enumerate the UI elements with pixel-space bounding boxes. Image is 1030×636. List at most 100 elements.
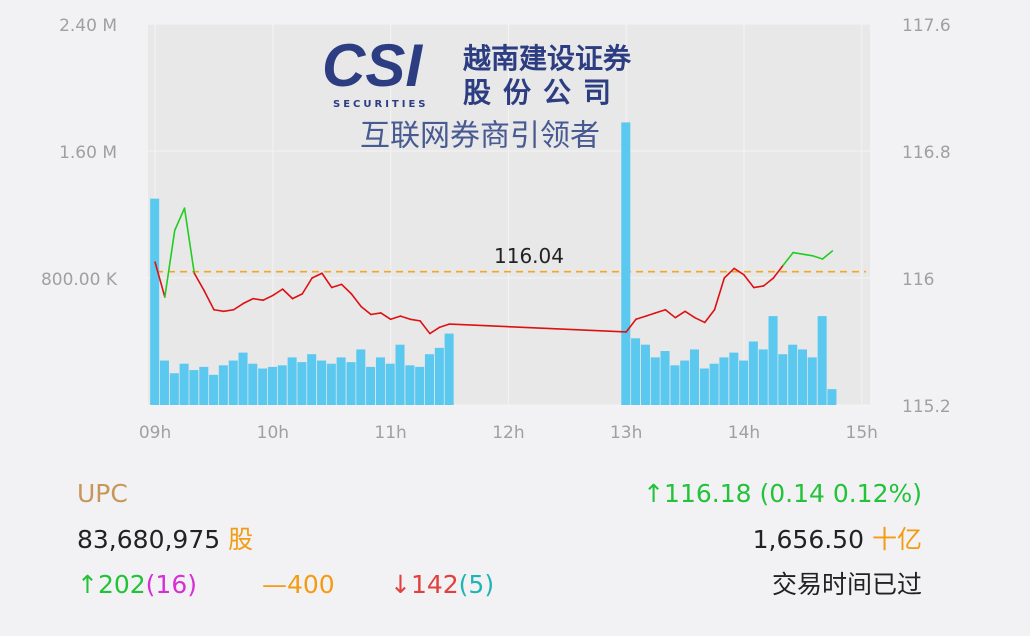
- price-segment: [291, 293, 304, 300]
- price-segment: [694, 316, 706, 324]
- logo-slogan: 互联网券商引领者: [360, 119, 600, 154]
- price-segment: [752, 285, 765, 289]
- x-tick-label: 12h: [492, 423, 524, 443]
- price-segment: [154, 261, 166, 298]
- price-segment: [782, 251, 794, 267]
- advances-count: ↑202: [77, 570, 146, 599]
- x-tick-label: 13h: [610, 423, 642, 443]
- price-segment: [664, 308, 677, 319]
- y2-tick-label: 115.2: [902, 397, 951, 417]
- price-segment: [811, 254, 824, 260]
- volume-bar: [650, 357, 660, 405]
- price-segment: [674, 310, 686, 319]
- volume-bar: [670, 365, 680, 405]
- volume-bar: [415, 366, 425, 405]
- volume-unit: 股: [228, 525, 253, 554]
- symbol: UPC: [77, 479, 128, 508]
- price-segment: [409, 318, 421, 322]
- price-segment: [213, 308, 225, 313]
- price-segment: [762, 277, 775, 287]
- price-segment: [645, 312, 657, 317]
- price-segment: [821, 250, 834, 260]
- y-tick-label: 800.00 K: [41, 270, 118, 290]
- volume-bar: [336, 357, 346, 405]
- logo-name: 越南建设证券: [463, 42, 632, 75]
- y-tick-label: 2.40 M: [59, 16, 117, 36]
- price-segment: [242, 297, 254, 305]
- price-segment: [703, 308, 716, 324]
- volume-bar: [150, 198, 160, 405]
- volume-bar: [631, 338, 641, 405]
- volume-bar: [375, 357, 385, 405]
- volume-bar: [277, 365, 287, 405]
- floor-count: (5): [459, 570, 494, 599]
- price-segment: [625, 318, 637, 333]
- price-segment: [173, 207, 186, 232]
- advances: ↑202(16): [77, 570, 197, 599]
- volume-bar: [444, 333, 454, 405]
- volume-bar: [729, 352, 739, 405]
- volume-bar: [788, 344, 798, 405]
- price-segment: [429, 326, 441, 335]
- volume-bar: [797, 349, 807, 405]
- volume-bar: [169, 373, 179, 405]
- x-tick-label: 10h: [257, 423, 289, 443]
- volume-bar: [405, 365, 415, 405]
- x-tick-label: 14h: [728, 423, 760, 443]
- x-tick-label: 09h: [139, 423, 171, 443]
- price-segment: [654, 308, 667, 314]
- x-tick-label: 15h: [846, 423, 878, 443]
- volume-bar: [317, 360, 327, 405]
- price-segment: [743, 274, 755, 289]
- volume-bar: [218, 365, 228, 405]
- price-segment: [684, 310, 696, 319]
- volume-bar: [739, 360, 749, 405]
- price-segment: [419, 320, 431, 335]
- volume-bar: [748, 341, 758, 405]
- price-segment: [330, 283, 343, 289]
- price-segment: [389, 315, 402, 321]
- volume-bar: [228, 360, 238, 405]
- ceiling-count: (16): [146, 570, 197, 599]
- volume-bar: [719, 357, 729, 405]
- price-segment: [183, 207, 196, 275]
- volume-bar: [817, 316, 827, 405]
- volume: 83,680,975 股: [77, 525, 253, 554]
- price-segment: [272, 288, 284, 297]
- y2-tick-label: 117.6: [902, 16, 951, 36]
- logo-sub: SECURITIES: [333, 99, 429, 110]
- price-change: ↑116.18 (0.14 0.12%): [643, 479, 922, 508]
- volume-bar: [179, 363, 189, 405]
- volume-bar: [199, 366, 209, 405]
- volume-bar: [660, 351, 670, 405]
- price-segment: [164, 229, 176, 298]
- volume-bar: [699, 368, 709, 405]
- declines-count: ↓142: [390, 570, 459, 599]
- price-segment: [733, 267, 745, 276]
- price-segment: [350, 293, 362, 308]
- volume-bar: [258, 368, 268, 405]
- volume-bar: [768, 316, 778, 405]
- volume-bar: [248, 363, 258, 405]
- volume-bar: [709, 363, 719, 405]
- price-segment: [772, 264, 784, 279]
- value: 1,656.50 十亿: [753, 525, 922, 554]
- price-segment: [203, 289, 215, 311]
- volume-bar: [189, 370, 199, 405]
- reference-label: 116.04: [494, 244, 564, 268]
- unchanged: —400: [262, 570, 335, 599]
- y-tick-label: 1.60 M: [59, 143, 117, 163]
- volume-bar: [307, 354, 317, 405]
- logo-mark: CSI: [322, 32, 423, 99]
- declines: ↓142(5): [390, 570, 494, 599]
- price-segment: [281, 288, 294, 300]
- volume-bar: [297, 362, 307, 405]
- price-segment: [723, 267, 735, 279]
- price-segment: [635, 315, 647, 321]
- price-segment: [399, 315, 412, 321]
- volume-bar: [640, 344, 650, 405]
- value-unit: 十亿: [872, 525, 922, 554]
- volume-bar: [424, 354, 434, 405]
- logo: CSI SECURITIES 越南建设证券 股份公司 互联网券商引领者: [322, 32, 632, 154]
